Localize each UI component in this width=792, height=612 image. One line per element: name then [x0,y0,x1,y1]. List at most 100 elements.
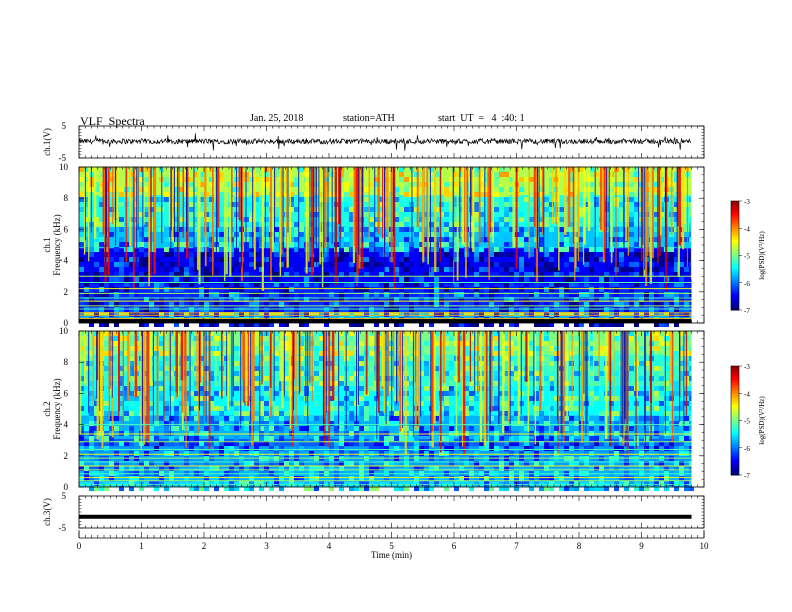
psd-cell [419,277,424,282]
psd-cell [529,356,534,361]
psd-cell [464,441,469,446]
psd-cell [409,446,414,451]
psd-cell [669,292,674,297]
sferic-streak [615,167,617,276]
psd-cell [454,307,459,312]
sferic-streak [472,167,475,252]
psd-cell [214,346,219,351]
psd-cell [319,232,324,237]
psd-cell [339,451,344,456]
psd-cell [129,356,134,361]
psd-cell [584,396,589,401]
psd-cell [364,262,369,267]
psd-cell [249,277,254,282]
psd-cell [314,272,319,277]
psd-cell [639,297,644,302]
psd-cell [524,197,529,202]
psd-cell [469,302,474,307]
psd-cell [599,232,604,237]
psd-cell [504,252,509,257]
psd-cell [144,262,149,267]
psd-cell [279,297,284,302]
psd-cell [309,386,314,391]
psd-cell [319,302,324,307]
psd-cell [454,292,459,297]
psd-cell [454,172,459,177]
psd-cell [609,331,614,336]
psd-cell [619,207,624,212]
psd-cell [119,277,124,282]
psd-cell [379,262,384,267]
psd-cell [144,257,149,262]
psd-cell [679,401,684,406]
psd-cell [84,272,89,277]
psd-cell [189,426,194,431]
psd-cell [204,307,209,312]
psd-cell [474,476,479,481]
psd-cell [654,217,659,222]
psd-cell [319,222,324,227]
psd-cell [639,416,644,421]
psd-cell [249,202,254,207]
psd-cell [119,411,124,416]
psd-cell [499,322,504,327]
psd-cell [549,366,554,371]
psd-cell [399,262,404,267]
psd-cell [554,411,559,416]
psd-cell [514,421,519,426]
psd-cell [434,277,439,282]
psd-cell [529,341,534,346]
psd-cell [299,361,304,366]
sferic-streak [253,167,256,270]
psd-cell [149,297,154,302]
psd-cell [154,287,159,292]
psd-cell [304,322,309,327]
psd-cell [169,466,174,471]
psd-cell [319,312,324,317]
psd-cell [254,302,259,307]
psd-cell [264,177,269,182]
psd-cell [539,411,544,416]
psd-cell [209,451,214,456]
psd-cell [629,341,634,346]
psd-cell [459,242,464,247]
psd-cell [409,361,414,366]
psd-cell [454,272,459,277]
psd-cell [374,212,379,217]
psd-cell [99,302,104,307]
psd-cell [359,376,364,381]
psd-cell [84,177,89,182]
psd-cell [529,247,534,252]
psd-cell [289,366,294,371]
psd-cell [409,262,414,267]
psd-cell [294,212,299,217]
sferic-streak [488,167,491,280]
psd-cell [114,461,119,466]
psd-cell [504,446,509,451]
psd-cell [384,292,389,297]
psd-cell [654,237,659,242]
psd-cell [674,252,679,257]
psd-cell [114,222,119,227]
psd-cell [644,361,649,366]
psd-cell [449,436,454,441]
psd-cell [314,282,319,287]
psd-cell [239,366,244,371]
sferic-streak [305,167,308,274]
psd-cell [569,406,574,411]
psd-cell [129,187,134,192]
psd-cell [234,307,239,312]
psd-cell [529,476,534,481]
psd-cell [589,297,594,302]
psd-cell [79,386,84,391]
sferic-streak [645,167,648,287]
sferic-streak [528,167,530,259]
psd-cell [634,172,639,177]
psd-cell [114,322,119,327]
psd-cell [594,371,599,376]
psd-cell [439,297,444,302]
psd-cell [549,351,554,356]
psd-cell [274,366,279,371]
psd-cell [109,167,114,172]
psd-cell [234,381,239,386]
